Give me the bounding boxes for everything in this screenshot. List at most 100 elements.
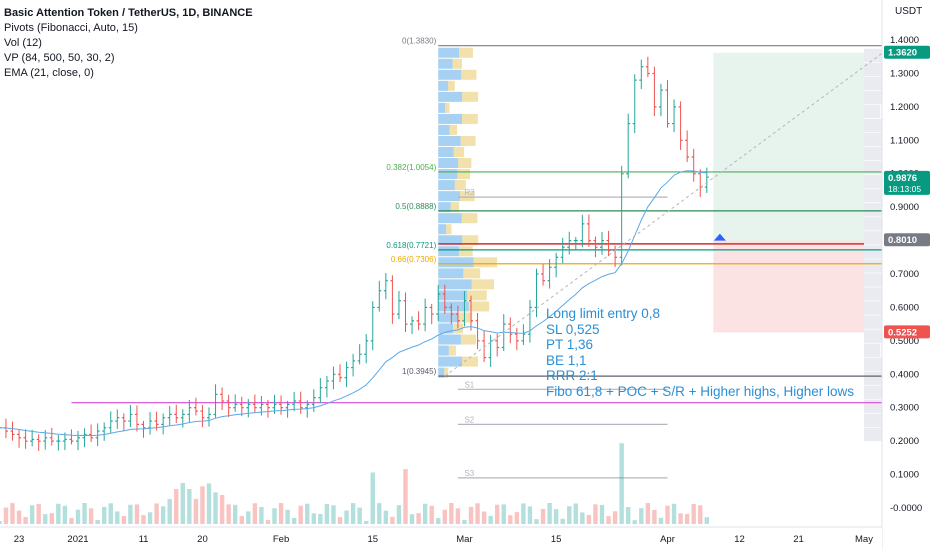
volume-bar (580, 512, 585, 524)
vp-bar-buy (438, 268, 464, 279)
note-line-entry: Long limit entry 0,8 (546, 306, 661, 321)
volume-bar (527, 506, 533, 524)
vp-bar-sell (444, 367, 449, 378)
entry-marker (713, 233, 726, 241)
indicator-volume-profile[interactable]: VP (84, 500, 50, 30, 2) (4, 52, 115, 64)
x-tick-label: 20 (197, 534, 208, 545)
vp-bar-buy (438, 146, 454, 158)
price-tag-value: 0.9876 (888, 173, 917, 184)
volume-bar (49, 513, 54, 524)
volume-bar (10, 503, 15, 524)
volume-bar (82, 503, 87, 524)
currency-label: USDT (895, 6, 923, 17)
volume-bar (337, 517, 343, 524)
volume-bar (95, 519, 100, 524)
volume-bar (233, 504, 238, 524)
indicator-pivots[interactable]: Pivots (Fibonacci, Auto, 15) (4, 22, 138, 34)
fib-level-label: 0.66(0.7306) (391, 255, 437, 264)
volume-bar (62, 505, 68, 524)
symbol-title: Basic Attention Token / TetherUS, 1D, BI… (4, 7, 253, 19)
volume-bar (678, 513, 683, 524)
volume-bar (16, 510, 22, 524)
x-tick-label: May (855, 534, 873, 545)
note-line-reason: Fibo 61,8 + POC + S/R + Higher highs, Hi… (546, 383, 855, 399)
vp-profile-bar (864, 413, 886, 428)
volume-bar (357, 507, 362, 524)
vp-bar-buy (438, 301, 469, 312)
vp-bar-sell (453, 146, 465, 158)
vp-bar-buy (438, 213, 462, 224)
volume-bar (626, 507, 631, 524)
vp-bar-buy (438, 102, 445, 113)
pivot-label: R3 (464, 188, 475, 197)
vp-profile-bar (864, 343, 881, 357)
volume-bar (429, 505, 434, 524)
vp-bar-sell (462, 91, 479, 102)
vp-bar-sell (467, 290, 487, 301)
volume-bar (370, 472, 375, 524)
volume-bar (658, 517, 664, 524)
volume-bar (639, 508, 644, 524)
volume-bar (403, 469, 408, 524)
volume-bar (599, 504, 605, 524)
vp-bar-buy (438, 279, 472, 290)
y-axis-panel (882, 0, 932, 550)
volume-bar (691, 503, 696, 524)
vp-bar-sell (448, 80, 455, 91)
volume-bar (174, 488, 179, 524)
volume-bar (324, 503, 330, 524)
volume-bar (350, 503, 356, 524)
y-tick-label: 0.4000 (890, 369, 919, 380)
vp-bar-sell (461, 213, 478, 224)
indicator-volume[interactable]: Vol (12) (4, 37, 42, 49)
y-tick-label: 1.1000 (890, 135, 919, 146)
fib-level-label: 0.618(0.7721) (386, 241, 436, 250)
volume-bar (259, 506, 264, 524)
vp-bar-sell (468, 301, 490, 312)
volume-bar (265, 520, 271, 524)
volume-bar (29, 505, 35, 524)
loss-zone (713, 240, 864, 333)
price-tag-value: 0.5252 (888, 327, 917, 338)
vp-bar-buy (438, 356, 463, 367)
vp-bar-buy (438, 334, 461, 345)
vp-bar-buy (438, 124, 450, 135)
vp-bar-sell (453, 323, 464, 334)
volume-bar (449, 503, 454, 524)
vp-bar-buy (438, 246, 459, 257)
volume-bar (462, 519, 467, 524)
vp-bar-sell (450, 202, 460, 213)
volume-bar (213, 492, 218, 524)
volume-bar (567, 506, 572, 524)
vp-bar-sell (462, 356, 478, 367)
y-tick-label: 0.2000 (890, 436, 919, 447)
volume-bar (521, 503, 526, 524)
volume-bar (704, 517, 709, 524)
volume-bar (698, 505, 703, 524)
volume-bar (154, 503, 159, 524)
vp-bar-buy (438, 180, 455, 191)
vp-bar-buy (438, 323, 454, 334)
volume-bar (553, 509, 559, 524)
volume-bar (593, 504, 598, 524)
vp-bar-sell (461, 113, 478, 124)
volume-bar (311, 513, 316, 524)
vp-bar-buy (438, 345, 449, 356)
vp-bar-buy (438, 224, 447, 235)
volume-bar (612, 511, 618, 524)
volume-bar (108, 503, 113, 524)
indicator-ema[interactable]: EMA (21, close, 0) (4, 67, 94, 79)
vp-bar-sell (473, 257, 498, 268)
vp-profile-bar (864, 175, 884, 189)
volume-bar (390, 516, 395, 524)
price-tag (884, 233, 930, 247)
vp-bar-buy (438, 367, 445, 378)
volume-bar (134, 504, 140, 524)
price-tag-value: 1.3620 (888, 48, 917, 59)
y-tick-label: 0.1000 (890, 470, 919, 481)
volume-bar (298, 505, 303, 524)
price-tag-value: 0.8010 (888, 235, 917, 246)
vp-bar-sell (460, 135, 476, 146)
y-tick-label: 0.6000 (890, 302, 919, 313)
